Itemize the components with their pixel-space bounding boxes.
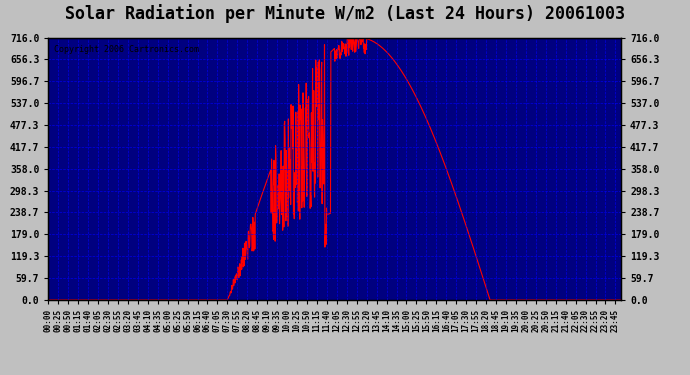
Text: Solar Radiation per Minute W/m2 (Last 24 Hours) 20061003: Solar Radiation per Minute W/m2 (Last 24… — [65, 4, 625, 22]
Text: Copyright 2006 Cartronics.com: Copyright 2006 Cartronics.com — [54, 45, 199, 54]
